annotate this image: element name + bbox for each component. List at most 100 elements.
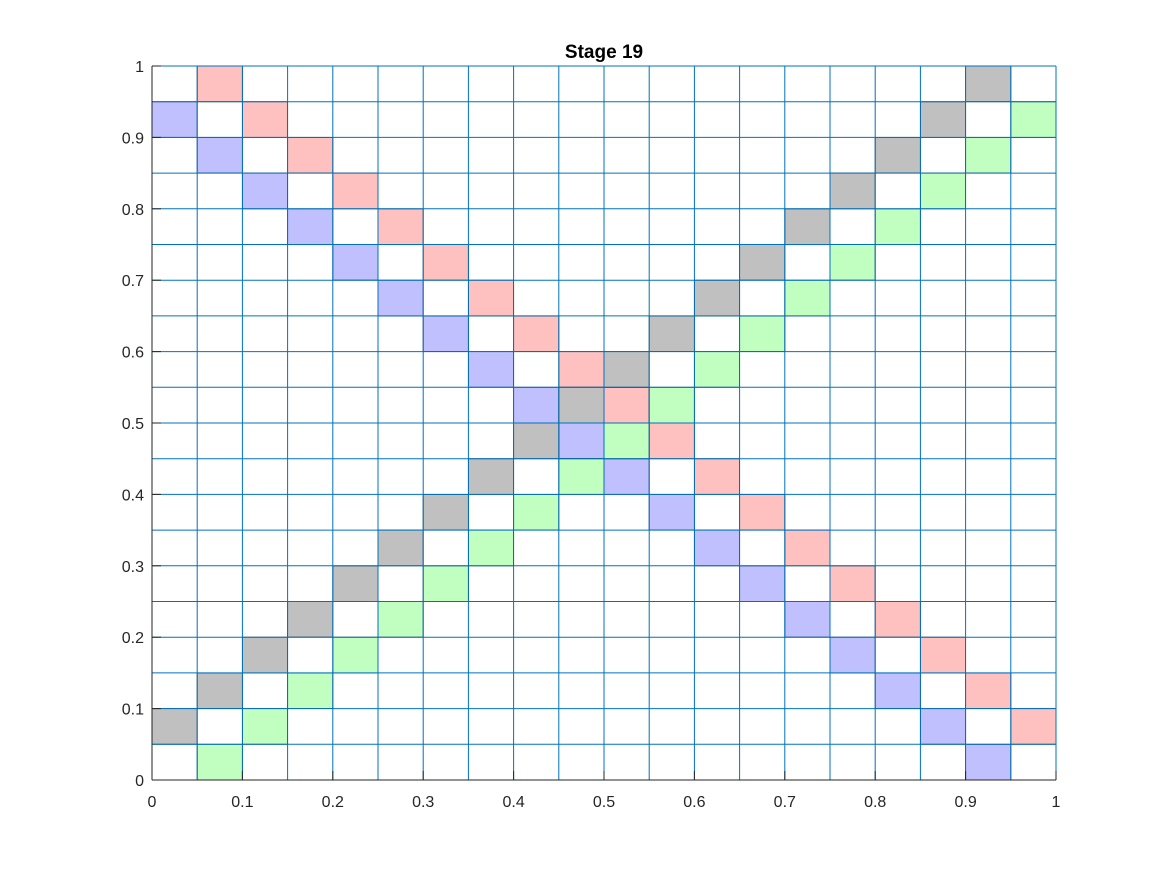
cell-gray <box>920 101 967 138</box>
cell-red <box>377 208 424 245</box>
x-tick-labels: 0 0.1 0.2 0.3 0.4 0.5 0.6 0.7 0.8 0.9 1 <box>148 794 1061 811</box>
cell-green <box>874 208 921 245</box>
cell-blue <box>558 422 605 460</box>
cell-red <box>965 672 1012 710</box>
cell-gray <box>422 493 469 531</box>
cell-green <box>467 529 514 567</box>
cell-green <box>784 279 831 317</box>
y-tick-label: 0.1 <box>122 702 144 719</box>
cell-gray <box>287 601 334 638</box>
y-tick-label: 0.9 <box>122 130 144 147</box>
cell-green <box>332 636 379 674</box>
cell-red <box>784 529 831 567</box>
cell-blue <box>603 458 650 495</box>
cell-red <box>241 101 288 138</box>
cell-green <box>694 351 741 388</box>
cell-blue <box>287 208 334 245</box>
cell-green <box>377 601 424 638</box>
cell-gray <box>196 672 243 710</box>
cell-red <box>558 351 605 388</box>
cell-red <box>648 422 695 460</box>
cell-gray <box>784 208 831 245</box>
cell-blue <box>196 136 243 174</box>
cell-gray <box>603 351 650 388</box>
cell-blue <box>513 386 560 424</box>
cell-green <box>829 244 876 281</box>
grid-layer <box>151 65 1057 781</box>
cell-gray <box>648 315 695 352</box>
cell-red <box>694 458 741 495</box>
y-tick-label: 0.4 <box>122 487 144 504</box>
y-tick-label: 0.8 <box>122 202 144 219</box>
y-tick-labels: 0 0.1 0.2 0.3 0.4 0.5 0.6 0.7 0.8 0.9 1 <box>122 59 144 790</box>
cell-red <box>874 601 921 638</box>
cell-red <box>332 172 379 210</box>
cell-blue <box>829 636 876 674</box>
cell-green <box>513 493 560 531</box>
y-tick-label: 0.5 <box>122 416 144 433</box>
x-tick-label: 0.1 <box>231 794 253 811</box>
cell-gray <box>874 136 921 174</box>
cell-gray <box>694 279 741 317</box>
cell-red <box>287 136 334 174</box>
cell-blue <box>332 244 379 281</box>
y-tick-label: 0.6 <box>122 345 144 362</box>
cell-green <box>1010 101 1057 138</box>
x-tick-label: 1 <box>1052 794 1061 811</box>
cell-blue <box>422 315 469 352</box>
cell-blue <box>874 672 921 710</box>
cell-red <box>422 244 469 281</box>
x-tick-label: 0.3 <box>412 794 434 811</box>
cell-blue <box>151 101 198 138</box>
cell-green <box>422 565 469 602</box>
cell-red <box>603 386 650 424</box>
y-tick-label: 1 <box>135 59 144 76</box>
cell-blue <box>920 708 967 745</box>
y-tick-label: 0.7 <box>122 273 144 290</box>
axes-layer <box>151 65 1057 781</box>
cell-gray <box>151 708 198 745</box>
cell-blue <box>965 743 1012 781</box>
cell-blue <box>739 565 786 602</box>
x-tick-label: 0.9 <box>954 794 976 811</box>
cell-blue <box>648 493 695 531</box>
cell-green <box>965 136 1012 174</box>
cell-green <box>739 315 786 352</box>
cell-green <box>920 172 967 210</box>
cell-red <box>196 65 243 103</box>
cell-gray <box>829 172 876 210</box>
cell-red <box>513 315 560 352</box>
cell-gray <box>513 422 560 460</box>
cell-gray <box>241 636 288 674</box>
cell-gray <box>377 529 424 567</box>
chart-title: Stage 19 <box>565 42 643 63</box>
cell-green <box>241 708 288 745</box>
cell-gray <box>739 244 786 281</box>
cell-green <box>648 386 695 424</box>
y-tick-label: 0.3 <box>122 559 144 576</box>
cell-blue <box>241 172 288 210</box>
cell-green <box>287 672 334 710</box>
x-tick-label: 0.8 <box>864 794 886 811</box>
cell-gray <box>558 386 605 424</box>
cell-red <box>467 279 514 317</box>
cell-green <box>603 422 650 460</box>
cell-blue <box>784 601 831 638</box>
x-tick-label: 0.2 <box>322 794 344 811</box>
x-tick-label: 0.4 <box>502 794 524 811</box>
cell-red <box>829 565 876 602</box>
cell-red <box>1010 708 1057 745</box>
y-tick-label: 0.2 <box>122 630 144 647</box>
x-tick-label: 0.6 <box>683 794 705 811</box>
cell-green <box>196 743 243 781</box>
x-tick-label: 0.7 <box>774 794 796 811</box>
cell-gray <box>332 565 379 602</box>
cell-red <box>739 493 786 531</box>
cell-blue <box>694 529 741 567</box>
y-tick-label: 0 <box>135 773 144 790</box>
x-tick-label: 0 <box>148 794 157 811</box>
cell-green <box>558 458 605 495</box>
cell-gray <box>965 65 1012 103</box>
cell-blue <box>377 279 424 317</box>
